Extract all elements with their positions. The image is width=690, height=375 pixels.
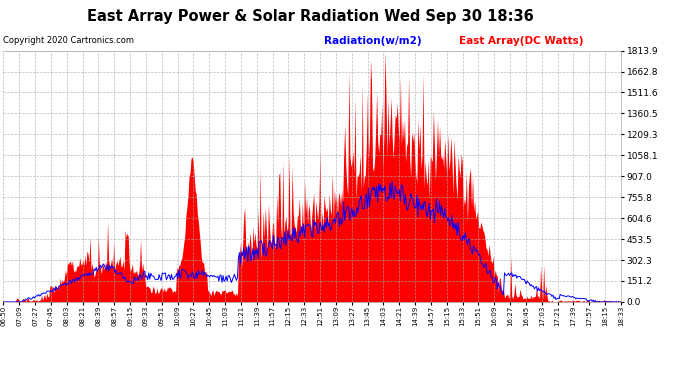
Text: East Array(DC Watts): East Array(DC Watts) xyxy=(459,36,583,46)
Text: Radiation(w/m2): Radiation(w/m2) xyxy=(324,36,422,46)
Text: Copyright 2020 Cartronics.com: Copyright 2020 Cartronics.com xyxy=(3,36,135,45)
Text: East Array Power & Solar Radiation Wed Sep 30 18:36: East Array Power & Solar Radiation Wed S… xyxy=(87,9,534,24)
